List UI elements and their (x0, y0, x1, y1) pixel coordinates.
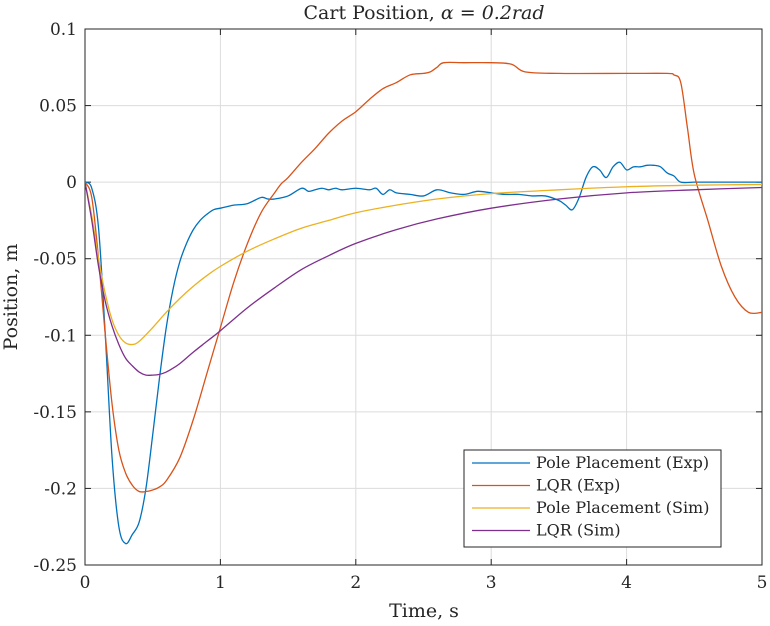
y-tick-label: -0.2 (44, 479, 77, 499)
series-lines (85, 61, 762, 545)
legend: Pole Placement (Exp) LQR (Exp) Pole Placem… (463, 449, 722, 548)
y-tick-label: 0.1 (50, 20, 77, 40)
series-line-lqr-sim (85, 182, 762, 377)
x-tick-label: 1 (215, 573, 226, 593)
x-tick-label: 4 (621, 573, 632, 593)
x-tick-label: 2 (350, 573, 361, 593)
y-axis-label: Position, m (0, 244, 22, 351)
y-tick-label: -0.05 (33, 250, 77, 270)
chart-title-math: α = 0.2rad (441, 2, 545, 24)
chart-title-prefix: Cart Position, (304, 2, 441, 24)
series-line-pole-placement-sim (85, 182, 762, 346)
series-line-pole-placement-exp (85, 161, 762, 545)
chart-title: Cart Position, α = 0.2rad (304, 2, 545, 24)
plot-frame (84, 28, 763, 566)
y-tick-label: -0.15 (33, 403, 77, 423)
series-line-lqr-exp (85, 61, 762, 493)
x-tick-label: 3 (486, 573, 497, 593)
axis-ticks: 0 1 2 3 4 5 0.1 0.05 0 -0.05 -0.1 -0.15 -0.2 -0.25 (33, 20, 767, 593)
x-tick-label: 0 (80, 573, 91, 593)
y-tick-label: 0.05 (39, 97, 77, 117)
legend-items: Pole Placement (Exp) LQR (Exp) Pole Placem… (472, 453, 709, 540)
y-tick-label: -0.1 (44, 326, 77, 346)
y-tick-label: 0 (66, 173, 77, 193)
legend-label-pole-placement-exp: Pole Placement (Exp) (536, 453, 709, 472)
legend-label-pole-placement-sim: Pole Placement (Sim) (536, 498, 709, 517)
x-axis-label: Time, s (389, 600, 459, 622)
y-tick-label: -0.25 (33, 556, 77, 576)
legend-label-lqr-exp: LQR (Exp) (536, 476, 620, 495)
legend-label-lqr-sim: LQR (Sim) (536, 521, 621, 540)
x-tick-label: 5 (757, 573, 768, 593)
